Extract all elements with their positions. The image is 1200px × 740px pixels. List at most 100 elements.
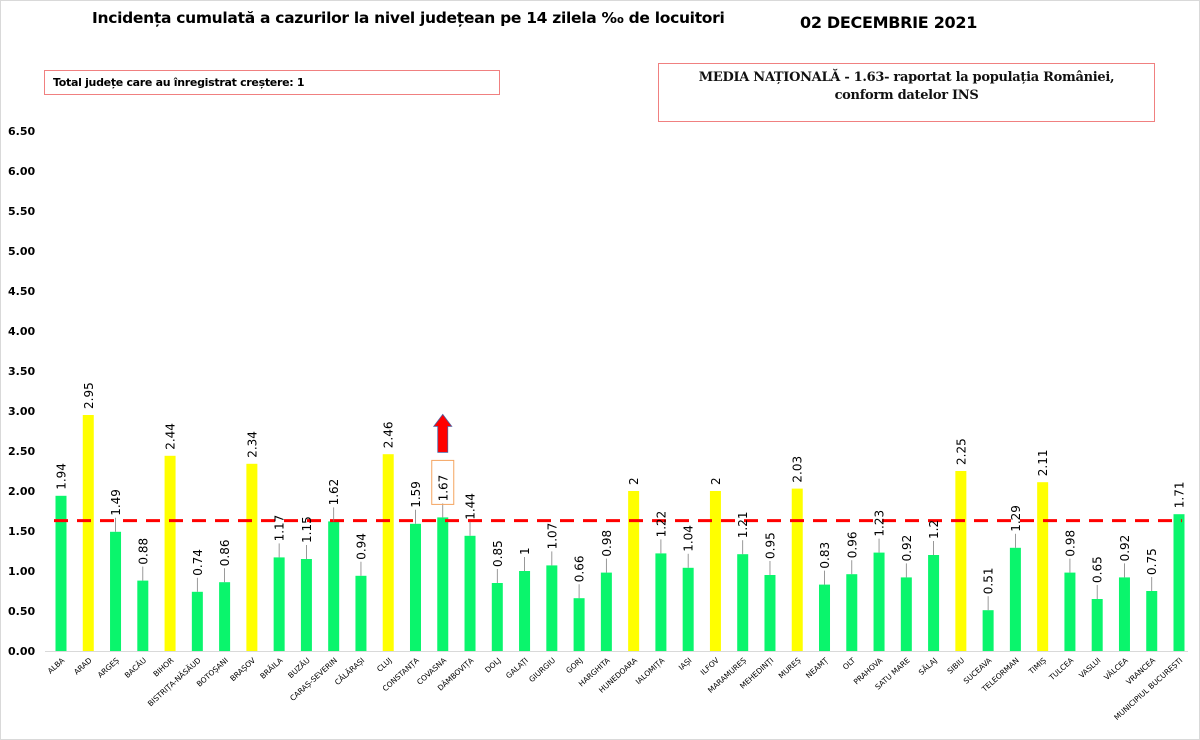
x-tick-label: ALBA — [46, 655, 67, 675]
bar — [464, 535, 476, 651]
bar — [600, 572, 612, 651]
y-tick-label: 0.50 — [8, 605, 35, 618]
national-average-box: MEDIA NAȚIONALĂ - 1.63- raportat la popu… — [658, 63, 1155, 122]
data-label: 1 — [518, 547, 532, 555]
data-label: 2.11 — [1036, 449, 1050, 476]
data-label: 0.74 — [191, 549, 205, 576]
bar — [219, 582, 231, 651]
increase-arrow-icon — [432, 413, 453, 453]
data-label: 0.51 — [982, 567, 996, 594]
data-label: 1.22 — [654, 511, 668, 538]
y-tick-label: 5.00 — [8, 245, 35, 258]
data-label: 1.04 — [682, 525, 696, 552]
x-tick-label: IAȘI — [677, 656, 694, 672]
bar — [355, 575, 367, 651]
bar — [928, 555, 940, 651]
x-tick-label: ARGEȘ — [96, 656, 121, 680]
data-label: 0.83 — [818, 542, 832, 569]
bar — [1091, 599, 1103, 651]
data-label: 0.95 — [763, 532, 777, 559]
data-label: 1.94 — [55, 463, 69, 490]
data-label: 0.94 — [354, 533, 368, 560]
bar — [55, 495, 67, 651]
annotations — [431, 413, 455, 505]
bar — [1118, 577, 1130, 651]
data-label: 1.2 — [927, 520, 941, 539]
bar — [628, 491, 640, 651]
x-tick-label: IALOMIȚA — [634, 655, 668, 687]
data-labels: 1.94 2.95 1.49 0.88 2.44 0.74 0.86 2.34 1.17 1.15… — [55, 382, 1187, 611]
bars — [55, 415, 1185, 651]
y-tick-label: 1.50 — [8, 525, 35, 538]
bar — [873, 552, 885, 651]
x-tick-label: DOLJ — [483, 656, 502, 675]
bar — [737, 554, 749, 651]
report-date: 02 DECEMBRIE 2021 — [800, 13, 978, 32]
bar — [819, 584, 831, 651]
x-tick-label: CĂLĂRAȘI — [333, 656, 366, 687]
chart-title: Incidența cumulată a cazurilor la nivel … — [92, 9, 725, 27]
x-tick-label: NEAMȚ — [804, 656, 831, 681]
data-label: 1.44 — [464, 493, 478, 520]
bar — [709, 491, 721, 651]
national-average-line1: MEDIA NAȚIONALĂ - 1.63- raportat la popu… — [698, 70, 1115, 85]
x-tick-label: GIURGIU — [527, 656, 557, 684]
data-label: 1.49 — [109, 489, 123, 516]
x-tick-label: SIBIU — [945, 656, 966, 676]
y-tick-label: 3.00 — [8, 405, 35, 418]
x-tick-label: BRĂILA — [258, 655, 285, 680]
data-label: 0.96 — [845, 531, 859, 558]
bar — [546, 565, 558, 651]
bar — [191, 591, 203, 651]
data-label: 1.67 — [436, 475, 450, 502]
bar — [982, 610, 994, 651]
bar — [1146, 591, 1158, 651]
bar — [900, 577, 912, 651]
bar — [328, 521, 340, 651]
bar — [1037, 482, 1049, 651]
y-tick-label: 3.50 — [8, 365, 35, 378]
x-tick-label: TULCEA — [1047, 655, 1076, 683]
x-tick-label: ARAD — [72, 656, 94, 677]
x-tick-label: SĂLAJ — [917, 656, 939, 677]
y-tick-label: 1.00 — [8, 565, 35, 578]
x-tick-label: BACĂU — [123, 656, 148, 680]
data-label: 1.15 — [300, 516, 314, 543]
bar — [110, 531, 122, 651]
bar — [955, 471, 967, 651]
bar — [164, 455, 176, 651]
y-tick-label: 6.50 — [8, 125, 35, 138]
highlight-box — [431, 459, 455, 505]
data-label: 0.88 — [136, 538, 150, 565]
data-label: 0.66 — [573, 555, 587, 582]
y-tick-label: 2.00 — [8, 485, 35, 498]
y-tick-label: 4.50 — [8, 285, 35, 298]
data-label: 1.59 — [409, 481, 423, 508]
bar — [791, 488, 803, 651]
data-label: 1.71 — [1173, 481, 1187, 508]
data-label: 0.98 — [1063, 530, 1077, 557]
bar — [573, 598, 585, 651]
bar — [437, 517, 449, 651]
data-label: 2.25 — [954, 438, 968, 465]
data-label: 0.92 — [1118, 535, 1132, 562]
data-label: 0.65 — [1091, 556, 1105, 583]
bar — [246, 463, 258, 651]
bar — [1009, 547, 1021, 651]
data-label: 1.21 — [736, 511, 750, 538]
data-label: 1.17 — [273, 515, 287, 542]
x-axis: ALBA ARAD ARGEȘ BACĂU BIHORBISTRIȚA-NĂSĂUDBO… — [46, 655, 1185, 722]
data-label: 0.98 — [600, 530, 614, 557]
y-tick-label: 6.00 — [8, 165, 35, 178]
bar — [300, 559, 312, 651]
bar — [655, 553, 667, 651]
bar — [519, 571, 531, 651]
data-label: 0.92 — [900, 535, 914, 562]
x-tick-label: CLUJ — [375, 656, 393, 674]
x-tick-label: VASLUI — [1077, 656, 1102, 680]
data-label: 1.07 — [545, 523, 559, 550]
y-tick-label: 4.00 — [8, 325, 35, 338]
data-label: 2.03 — [791, 456, 805, 483]
data-label: 1.29 — [1009, 505, 1023, 532]
